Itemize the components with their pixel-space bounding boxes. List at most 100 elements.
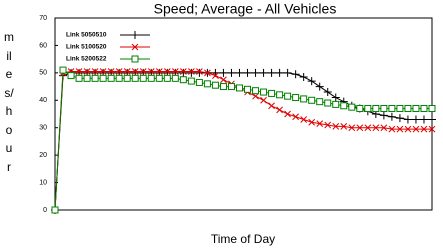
marker xyxy=(91,68,99,75)
marker xyxy=(395,114,404,123)
marker xyxy=(196,68,203,75)
marker xyxy=(171,74,179,82)
y-tick-label: 70 xyxy=(39,15,47,22)
y-tick-label: 40 xyxy=(39,97,47,104)
marker xyxy=(324,99,332,107)
marker xyxy=(131,74,139,82)
legend-marker xyxy=(131,31,139,39)
marker xyxy=(404,105,412,113)
marker xyxy=(380,105,388,113)
marker xyxy=(348,124,356,132)
marker xyxy=(75,68,83,75)
marker xyxy=(252,87,260,95)
marker xyxy=(403,115,412,124)
marker xyxy=(187,68,196,77)
marker xyxy=(372,105,380,113)
marker xyxy=(307,77,316,86)
marker xyxy=(99,68,107,75)
marker xyxy=(187,77,195,85)
marker xyxy=(123,74,131,82)
marker xyxy=(340,102,348,110)
marker xyxy=(284,110,291,118)
marker xyxy=(331,93,340,102)
marker xyxy=(299,72,308,81)
marker xyxy=(147,68,155,75)
marker xyxy=(404,125,412,133)
marker xyxy=(276,91,284,99)
marker xyxy=(91,74,99,82)
marker xyxy=(227,68,236,77)
marker xyxy=(188,68,195,75)
marker xyxy=(348,103,356,111)
marker xyxy=(267,68,276,77)
marker xyxy=(204,69,211,77)
marker xyxy=(219,68,228,77)
marker xyxy=(219,83,227,91)
y-tick-label: 20 xyxy=(39,152,47,159)
marker xyxy=(316,120,324,127)
legend-marker xyxy=(131,43,139,51)
marker xyxy=(276,106,283,114)
marker xyxy=(203,80,211,88)
marker xyxy=(212,72,219,79)
marker xyxy=(59,66,67,74)
plot-frame xyxy=(54,17,433,211)
marker xyxy=(195,68,204,77)
marker xyxy=(115,68,123,75)
marker xyxy=(412,105,420,113)
marker xyxy=(260,96,267,104)
series-line xyxy=(54,72,432,211)
marker xyxy=(251,68,260,77)
y-axis-label: miles/hour xyxy=(4,30,14,174)
marker xyxy=(283,68,292,77)
y-tick-label: 30 xyxy=(39,125,47,132)
marker xyxy=(235,84,243,92)
marker xyxy=(428,125,436,133)
marker xyxy=(428,115,436,124)
marker xyxy=(107,74,115,82)
marker xyxy=(268,89,276,97)
marker xyxy=(220,76,227,84)
marker xyxy=(179,68,188,77)
marker xyxy=(51,206,59,214)
marker xyxy=(244,85,252,93)
marker xyxy=(388,105,396,113)
marker xyxy=(420,105,428,113)
marker xyxy=(388,125,396,133)
marker xyxy=(292,94,300,102)
marker xyxy=(420,125,428,133)
marker xyxy=(292,113,299,121)
marker xyxy=(396,125,404,133)
marker xyxy=(179,76,187,84)
marker xyxy=(364,105,372,113)
y-tick-label: 0 xyxy=(43,207,47,214)
marker xyxy=(323,88,332,97)
y-tick-label: 60 xyxy=(39,42,47,49)
marker xyxy=(155,74,163,82)
marker xyxy=(419,115,428,124)
marker xyxy=(308,96,316,104)
legend-symbol xyxy=(131,43,139,51)
y-tick-label: 10 xyxy=(39,179,47,186)
marker xyxy=(179,68,187,75)
marker xyxy=(75,74,83,82)
marker xyxy=(139,68,147,75)
marker xyxy=(372,124,380,132)
legend-marker xyxy=(131,55,139,63)
legend-label: Link 5200522 xyxy=(66,56,107,63)
marker xyxy=(412,125,420,133)
marker xyxy=(123,68,131,75)
marker xyxy=(291,70,300,79)
marker xyxy=(107,68,115,75)
marker xyxy=(260,88,268,96)
marker xyxy=(324,121,332,129)
marker xyxy=(163,68,171,75)
marker xyxy=(364,124,372,132)
marker xyxy=(356,105,364,113)
series-line xyxy=(54,69,432,211)
marker xyxy=(308,118,316,126)
marker xyxy=(259,68,268,77)
marker xyxy=(211,81,219,89)
